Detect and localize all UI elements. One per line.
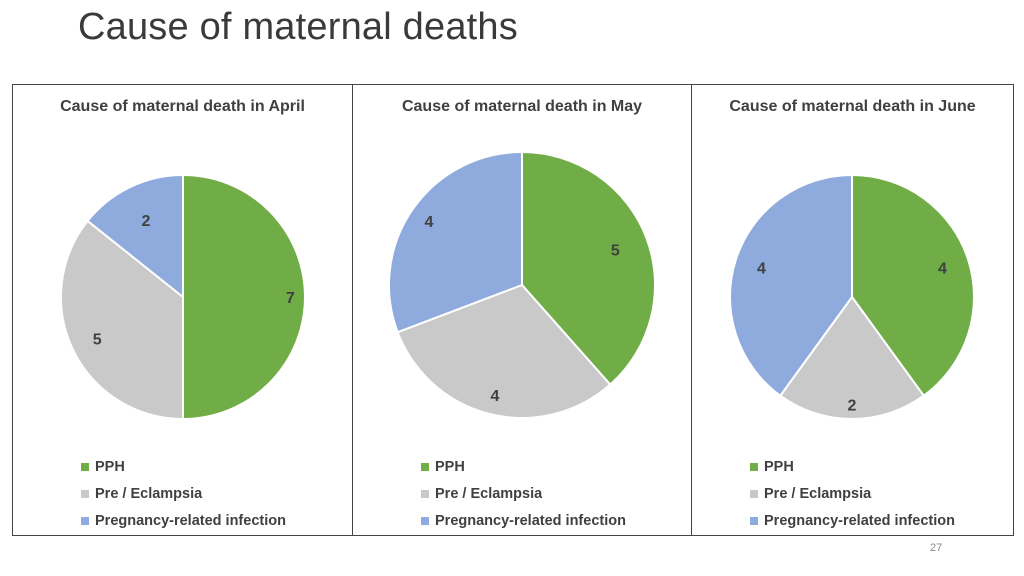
data-label-pph: 4 [938, 261, 947, 278]
chart-panel-june: Cause of maternal death in June 4 2 4 PPH … [691, 84, 1014, 536]
legend-label: PPH [95, 458, 125, 475]
pie-slice-pregnancy-infection [86, 173, 184, 300]
legend: PPH Pre / Eclampsia Pregnancy-related in… [81, 453, 286, 534]
pie-slice-pph [521, 150, 656, 386]
data-label-pregnancy-infection: 4 [757, 261, 766, 278]
legend-label: PPH [435, 458, 465, 475]
chart-title: Cause of maternal death in June [729, 98, 976, 115]
legend-item-pregnancy-infection: Pregnancy-related infection [750, 507, 955, 534]
legend-label: PPH [764, 458, 794, 475]
legend-swatch [421, 462, 429, 471]
legend-swatch [421, 489, 429, 498]
legend: PPH Pre / Eclampsia Pregnancy-related in… [750, 453, 955, 534]
legend-item-pph: PPH [81, 453, 286, 480]
pie-chart-june: 4 2 4 [729, 173, 975, 420]
pie-slice-pre-eclampsia [396, 283, 612, 419]
legend: PPH Pre / Eclampsia Pregnancy-related in… [421, 453, 626, 534]
pie-slice-pre-eclampsia [60, 219, 184, 421]
data-label-pregnancy-infection: 4 [425, 214, 434, 231]
legend-item-pregnancy-infection: Pregnancy-related infection [421, 507, 626, 534]
chart-panel-april: Cause of maternal death in April 7 5 2 PPH… [12, 84, 353, 536]
pie-chart-april: 7 5 2 [60, 173, 306, 421]
data-label-pph: 5 [611, 243, 620, 260]
chart-panel-may: Cause of maternal death in May 5 4 4 PPH P… [352, 84, 692, 536]
pie-slice-pregnancy-infection [388, 150, 523, 334]
legend-label: Pre / Eclampsia [95, 485, 203, 502]
legend-swatch [750, 489, 758, 498]
chart-title: Cause of maternal death in April [60, 98, 305, 115]
legend-label: Pre / Eclampsia [764, 485, 872, 502]
pie-slice-pph [182, 173, 306, 421]
legend-item-pre-eclampsia: Pre / Eclampsia [81, 480, 286, 507]
legend-swatch [750, 516, 758, 525]
legend-swatch [421, 516, 429, 525]
legend-swatch [81, 489, 89, 498]
legend-swatch [81, 516, 89, 525]
pie-slice-pregnancy-infection [729, 173, 853, 398]
data-label-pph: 7 [286, 290, 295, 307]
legend-label: Pregnancy-related infection [435, 512, 626, 529]
chart-title: Cause of maternal death in May [401, 98, 643, 115]
legend-item-pregnancy-infection: Pregnancy-related infection [81, 507, 286, 534]
slide-title: Cause of maternal deaths [78, 6, 518, 48]
pie-slice-pre-eclampsia [778, 295, 926, 420]
page-number: 27 [930, 542, 943, 554]
legend-label: Pre / Eclampsia [435, 485, 543, 502]
data-label-pre-eclampsia: 2 [848, 397, 857, 414]
legend-label: Pregnancy-related infection [764, 512, 955, 529]
legend-item-pre-eclampsia: Pre / Eclampsia [750, 480, 955, 507]
legend-label: Pregnancy-related infection [95, 512, 286, 529]
legend-swatch [81, 462, 89, 471]
legend-item-pph: PPH [421, 453, 626, 480]
legend-item-pph: PPH [750, 453, 955, 480]
pie-chart-may: 5 4 4 [388, 150, 656, 419]
data-label-pre-eclampsia: 4 [490, 388, 499, 405]
pie-slice-pph [851, 173, 975, 398]
legend-swatch [750, 462, 758, 471]
data-label-pregnancy-infection: 2 [141, 213, 150, 230]
legend-item-pre-eclampsia: Pre / Eclampsia [421, 480, 626, 507]
data-label-pre-eclampsia: 5 [93, 331, 102, 348]
